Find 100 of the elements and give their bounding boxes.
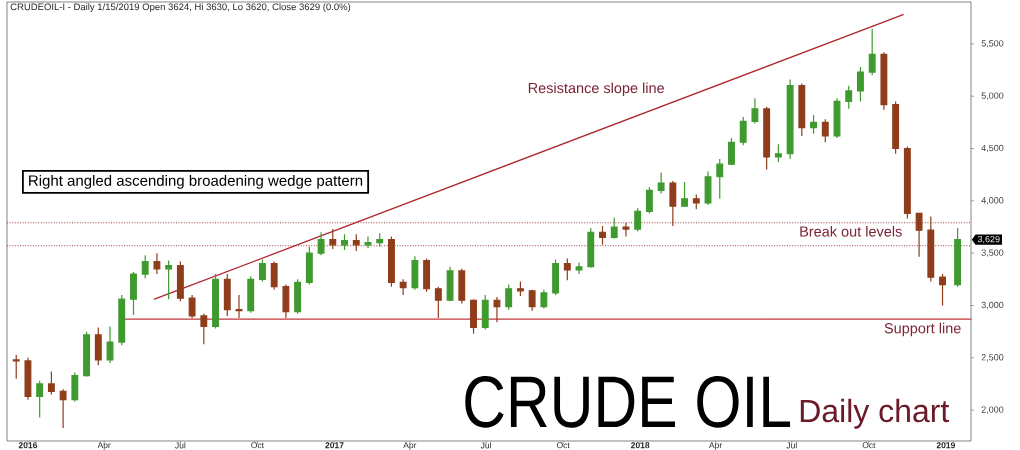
candlestick xyxy=(751,97,759,124)
candlestick xyxy=(739,116,747,146)
candlestick xyxy=(786,78,794,160)
candlestick xyxy=(821,118,829,143)
candlestick xyxy=(634,207,642,232)
candlestick xyxy=(927,215,935,283)
candlestick xyxy=(247,275,255,314)
candlestick xyxy=(563,257,571,281)
candlestick xyxy=(317,231,325,256)
candlestick xyxy=(212,273,219,330)
candlestick xyxy=(59,388,67,429)
candlestick xyxy=(235,294,243,319)
candlestick xyxy=(188,294,196,319)
candlestick xyxy=(692,193,700,210)
text: CRUDE OIL xyxy=(465,376,791,428)
annotation: 3,629 xyxy=(977,235,1000,244)
series-label: Resistance slope line xyxy=(528,82,665,97)
candlestick xyxy=(857,66,864,103)
candlestick xyxy=(458,268,466,304)
candlestick xyxy=(505,283,513,311)
candlestick xyxy=(130,271,137,316)
candlestick xyxy=(880,51,888,111)
candlestick xyxy=(364,235,372,249)
candlestick xyxy=(915,212,923,258)
candlestick xyxy=(282,283,290,319)
candlestick xyxy=(294,278,302,315)
annotation: Right angled ascending broadening wedge pattern xyxy=(29,174,363,189)
text: Daily chart xyxy=(800,398,950,429)
candlestick xyxy=(599,225,606,246)
annotation: CRUDEOIL-I - Daily 1/15/2019 Open 3624, Hi 3630, Lo 3620, Close 3629 (0.0%) xyxy=(10,3,351,13)
candlestick xyxy=(270,260,278,291)
ref-line-label: Break out levels xyxy=(800,226,902,237)
candlestick xyxy=(165,259,173,300)
candlestick xyxy=(716,158,724,200)
y-tick-label: 2,500 xyxy=(981,354,1004,362)
y-tick-label: 4,000 xyxy=(981,197,1004,205)
x-tick-label: Oct xyxy=(251,442,264,449)
candlestick xyxy=(83,331,91,378)
candlestick xyxy=(493,296,501,323)
x-tick-label: Jul xyxy=(480,442,491,449)
x-tick-label: Apr xyxy=(97,442,111,450)
candlestick xyxy=(610,216,618,240)
candlestick xyxy=(341,233,348,251)
candlestick xyxy=(892,100,900,155)
candlestick xyxy=(387,235,395,288)
candlestick xyxy=(118,294,126,346)
candlestick xyxy=(47,370,55,396)
y-tick-label: 3,500 xyxy=(981,249,1004,257)
candlestick xyxy=(516,280,524,297)
candlestick xyxy=(704,170,712,206)
candlestick xyxy=(399,278,407,296)
candlestick xyxy=(810,114,817,135)
candlestick xyxy=(622,222,630,238)
candlestick xyxy=(94,326,102,366)
x-tick-label: Oct xyxy=(862,442,876,449)
candlestick xyxy=(259,258,266,283)
candlestick xyxy=(24,357,32,401)
candlestick xyxy=(223,273,231,317)
candlestick xyxy=(12,354,20,380)
candlestick xyxy=(681,181,689,208)
candlestick xyxy=(669,180,677,227)
candlestick xyxy=(481,294,489,331)
x-tick-label: Apr xyxy=(708,442,723,450)
y-tick-label: 3,000 xyxy=(981,301,1004,310)
x-tick-label: 2016 xyxy=(18,442,38,449)
candlestick xyxy=(645,186,653,214)
candlestick xyxy=(540,289,548,310)
candlestick xyxy=(470,298,477,335)
x-tick-label: 2017 xyxy=(325,442,344,449)
x-tick-label: 2018 xyxy=(631,442,650,449)
candlestick xyxy=(552,258,560,296)
y-tick-label: 2,000 xyxy=(981,406,1004,414)
candlestick xyxy=(845,85,853,110)
x-tick-label: Jul xyxy=(786,442,797,449)
y-tick-label: 5,000 xyxy=(981,92,1004,100)
candlestick xyxy=(587,227,595,269)
candlestick xyxy=(763,106,771,171)
candlestick xyxy=(411,255,419,291)
candlestick xyxy=(200,313,208,345)
x-tick-label: Jul xyxy=(175,442,186,449)
candlestick xyxy=(798,83,806,137)
candlestick xyxy=(868,28,876,76)
candlestick xyxy=(528,289,536,312)
candlestick xyxy=(833,97,841,139)
candlestick xyxy=(434,286,442,319)
x-tick-label: 2019 xyxy=(936,442,956,449)
series-label: Support line xyxy=(884,322,961,337)
candlestick xyxy=(774,143,782,163)
candlestick xyxy=(939,273,946,307)
candlestick xyxy=(176,260,184,302)
x-tick-label: Apr xyxy=(403,442,417,450)
candlestick xyxy=(36,380,44,419)
candlestick xyxy=(106,325,114,364)
candlestick xyxy=(446,266,454,302)
candlestick xyxy=(329,228,337,250)
candlestick xyxy=(376,232,384,248)
y-tick-label: 4,500 xyxy=(981,144,1004,153)
x-tick-label: Oct xyxy=(556,442,570,449)
candlestick xyxy=(153,252,161,275)
candlestick xyxy=(305,246,313,286)
